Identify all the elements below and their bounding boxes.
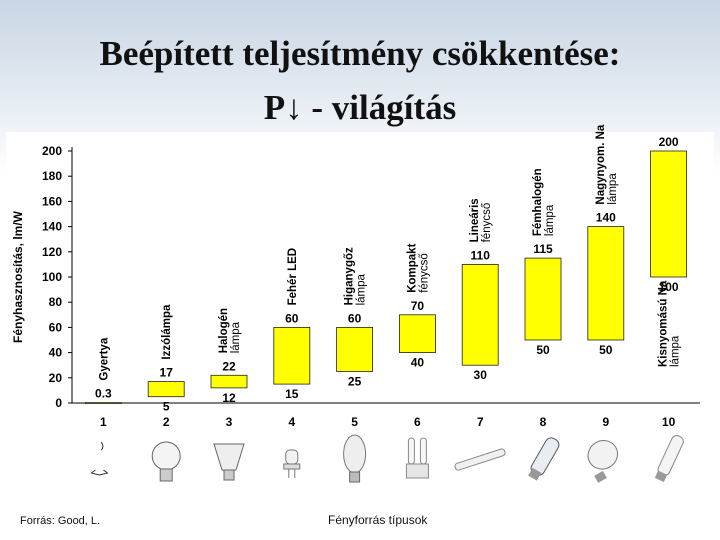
x-tick-label: 10 [662, 415, 676, 429]
page-subtitle: P↓ - világítás [263, 88, 457, 127]
x-tick-label: 6 [414, 415, 421, 429]
bar-high-label: 200 [659, 135, 679, 149]
bar-low-label: 50 [536, 343, 550, 357]
bar [273, 326, 311, 385]
y-tick-label: 180 [42, 169, 62, 183]
bar [524, 257, 562, 341]
bar-low-label: 15 [285, 387, 299, 401]
x-tick-label: 2 [163, 415, 170, 429]
bar [147, 381, 185, 398]
bar-high-label: 140 [596, 211, 616, 225]
lamp-type-label: Gyertya [98, 337, 110, 380]
y-tick-label: 80 [49, 295, 63, 309]
bar-high-label: 60 [285, 311, 299, 325]
low-pressure-sodium-lamp-icon [654, 435, 684, 483]
bar-low-label: 40 [411, 356, 425, 370]
mercury-vapor-lamp-icon [343, 434, 367, 483]
page-title: Beépített teljesítmény csökkentése: [99, 34, 621, 73]
y-axis-label: Fényhasznosítás, lm/W [11, 210, 25, 343]
x-tick-label: 4 [288, 415, 295, 429]
bar-high-label: 17 [160, 366, 174, 380]
x-tick-label: 3 [226, 415, 233, 429]
led-lamp-icon [283, 449, 301, 478]
lamp-type-label: lámpa [230, 321, 242, 353]
bar [210, 374, 248, 389]
lamp-type-label: lámpa [356, 273, 368, 305]
x-tick-label: 1 [100, 415, 107, 429]
bar-high-label: 110 [471, 248, 491, 262]
bar-low-label: 100 [659, 280, 679, 294]
lamp-type-label: Halogén [218, 308, 230, 353]
lamp-type-label: Kisnyomású Na [658, 280, 670, 367]
candle-icon [90, 441, 109, 476]
high-pressure-sodium-lamp-icon [587, 440, 619, 483]
bar-low-label: 30 [474, 368, 488, 382]
y-tick-label: 100 [42, 270, 62, 284]
bar-high-label: 0.3 [95, 387, 112, 401]
metal-halide-lamp-icon [528, 437, 560, 481]
bar [398, 314, 436, 353]
bar [85, 402, 122, 405]
compact-fluorescent-icon [405, 437, 429, 479]
halogen-reflector-icon [213, 443, 245, 481]
bar-high-label: 115 [533, 242, 553, 256]
bar [650, 150, 687, 278]
y-tick-label: 20 [49, 371, 63, 385]
bar [587, 226, 625, 341]
x-tick-label: 5 [351, 415, 358, 429]
lamp-type-label: Fémhalogén [532, 168, 544, 236]
x-axis-label: Fényforrás típusok [328, 513, 428, 527]
bar-low-label: 50 [599, 343, 613, 357]
x-tick-label: 7 [477, 415, 484, 429]
x-tick-label: 9 [602, 415, 609, 429]
lamp-type-label: lámpa [607, 173, 619, 205]
lamp-type-label: lámpa [544, 204, 556, 236]
bar-high-label: 60 [348, 311, 362, 325]
source-note: Forrás: Good, L. [20, 515, 101, 527]
linear-tube-icon [454, 448, 506, 471]
bar-high-label: 22 [222, 359, 236, 373]
lamp-type-label: Kompakt [406, 243, 418, 292]
y-tick-label: 200 [42, 144, 62, 158]
lamp-type-label: fénycső [481, 203, 493, 243]
y-tick-label: 120 [42, 245, 62, 259]
lamp-type-label: fénycső [418, 253, 430, 293]
y-tick-label: 60 [49, 320, 63, 334]
bar-low-label: 5 [163, 400, 170, 414]
bar-low-label: 25 [348, 375, 362, 389]
y-tick-label: 160 [42, 194, 62, 208]
bar [336, 326, 374, 372]
lamp-type-label: Fehér LED [287, 248, 299, 306]
bar [461, 263, 499, 366]
lamp-type-label: lámpa [670, 335, 682, 367]
lamp-type-label: Nagynyom. Na [595, 124, 607, 204]
bar-high-label: 70 [411, 299, 425, 313]
bar-low-label: 12 [222, 391, 236, 405]
x-tick-label: 8 [540, 415, 547, 429]
lamp-type-label: Izzólámpa [161, 304, 173, 360]
y-tick-label: 0 [55, 396, 62, 410]
incandescent-bulb-icon [151, 441, 181, 482]
y-tick-label: 40 [49, 346, 63, 360]
y-tick-label: 140 [42, 220, 62, 234]
lamp-type-label: Higanygőz [344, 247, 356, 305]
lamp-type-label: Lineáris [469, 198, 481, 242]
